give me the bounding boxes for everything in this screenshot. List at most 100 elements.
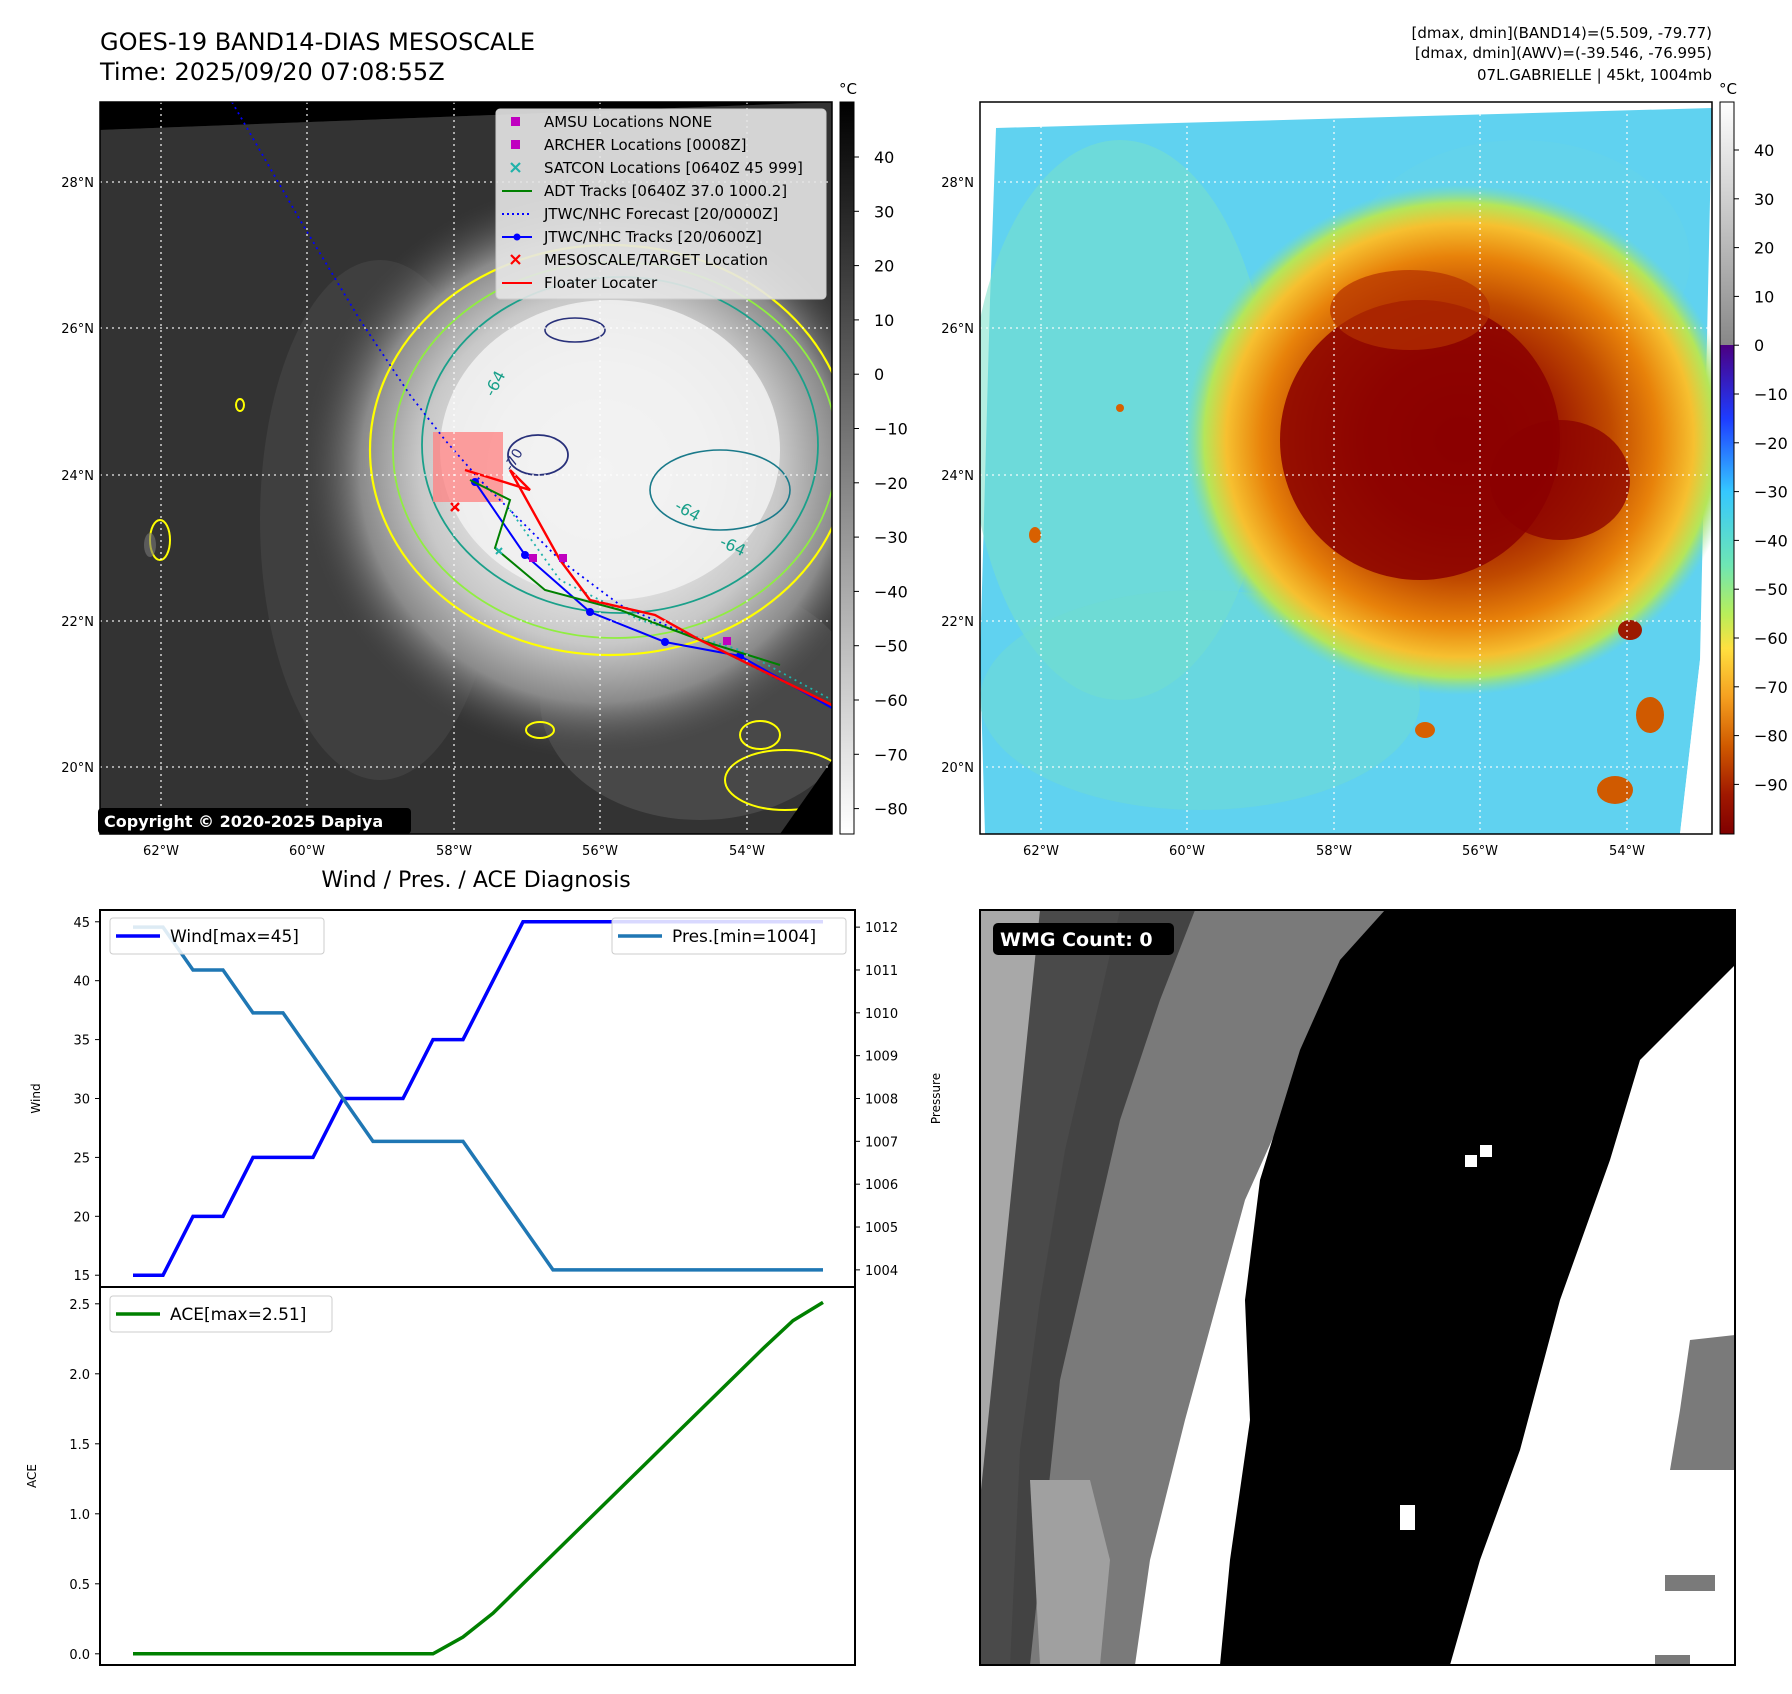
ace-ytick-label: 2.0 [69, 1368, 90, 1383]
pres-ylabel: Pressure [929, 1073, 943, 1124]
colorbar-tick-label: −50 [1754, 580, 1788, 599]
ir-colorbar-unit: °C [839, 80, 857, 98]
map-title-line1: GOES-19 BAND14-DIAS MESOSCALE [100, 28, 535, 56]
legend-label: JTWC/NHC Forecast [20/0000Z] [543, 205, 778, 223]
lat-label: 20°N [941, 761, 974, 776]
info-line-1: [dmax, dmin](BAND14)=(5.509, -79.77) [1412, 24, 1712, 42]
wmg-panel [980, 910, 1735, 1665]
colorbar-tick-label: −30 [1754, 483, 1788, 502]
legend-item: Floater Locater [502, 274, 658, 292]
legend-label: Floater Locater [544, 274, 658, 292]
lon-label: 58°W [1316, 844, 1352, 859]
wind-ytick-label: 40 [73, 975, 90, 990]
pres-ytick-label: 1012 [865, 921, 898, 936]
info-line-2: [dmax, dmin](AWV)=(-39.546, -76.995) [1415, 44, 1712, 62]
ir-axis-labels: 62°W 60°W 58°W 56°W 54°W 28°N 26°N 24°N 22°N 20°N [61, 176, 765, 859]
colorbar-tick-label: −60 [1754, 629, 1788, 648]
pres-legend-label: Pres.[min=1004] [672, 927, 816, 947]
wv-colorbar-unit: °C [1719, 80, 1737, 98]
lon-label: 56°W [582, 844, 618, 859]
lat-label: 28°N [61, 176, 94, 191]
wind-pres-frame [99, 909, 856, 1288]
wind-ytick-label: 30 [73, 1093, 90, 1108]
colorbar-tick-label: 20 [874, 257, 894, 276]
legend-item: ARCHER Locations [0008Z] [511, 136, 747, 154]
colorbar-tick-label: −10 [874, 420, 908, 439]
ace-legend-label: ACE[max=2.51] [170, 1305, 306, 1325]
lon-label: 60°W [289, 844, 325, 859]
ace-series-line [133, 1300, 824, 1656]
diag-title: Wind / Pres. / ACE Diagnosis [321, 868, 630, 893]
legend-item: JTWC/NHC Forecast [20/0000Z] [502, 205, 778, 223]
legend-marker-x [510, 162, 521, 173]
colorbar-tick-label: −60 [874, 691, 908, 710]
lon-label: 58°W [436, 844, 472, 859]
wind-ytick-label: 25 [73, 1151, 90, 1166]
colorbar-tick-label: 40 [874, 148, 894, 167]
legend-item: AMSU Locations NONE [511, 113, 712, 131]
pres-ytick-label: 1004 [865, 1264, 898, 1279]
lon-label: 62°W [143, 844, 179, 859]
pres-ytick-label: 1010 [865, 1007, 898, 1022]
colorbar-tick-label: −20 [874, 474, 908, 493]
colorbar-tick-label: −80 [874, 800, 908, 819]
map-title-line2: Time: 2025/09/20 07:08:55Z [99, 58, 445, 86]
pres-ytick-label: 1007 [865, 1135, 898, 1150]
legend-marker-dot [513, 233, 521, 241]
map-legend: AMSU Locations NONE ARCHER Locations [000… [495, 108, 827, 300]
pres-legend-box [611, 917, 847, 955]
pres-ytick-label: 1011 [865, 964, 898, 979]
lon-label: 54°W [1609, 844, 1645, 859]
legend-marker-square [511, 117, 520, 126]
lat-label: 24°N [941, 469, 974, 484]
legend-label: MESOSCALE/TARGET Location [544, 251, 768, 269]
pres-ytick-label: 1005 [865, 1221, 898, 1236]
colorbar-tick-label: −70 [874, 745, 908, 764]
info-line-3: 07L.GABRIELLE | 45kt, 1004mb [1477, 66, 1712, 84]
lat-label: 20°N [61, 761, 94, 776]
colorbar-tick-label: −50 [874, 637, 908, 656]
lat-label: 22°N [61, 615, 94, 630]
wv-colorbar: °C 40 30 20 10 0 −10 −20 −30 −40 −50 −60 −70 −80 −90 [1719, 80, 1788, 835]
wv-map [980, 102, 1712, 834]
colorbar-tick-label: 0 [1754, 336, 1764, 355]
lat-label: 24°N [61, 469, 94, 484]
ace-ytick-label: 0.5 [69, 1578, 90, 1593]
colorbar-tick-label: 30 [874, 202, 894, 221]
wind-ytick-label: 20 [73, 1210, 90, 1225]
lon-label: 62°W [1023, 844, 1059, 859]
legend-label: ADT Tracks [0640Z 37.0 1000.2] [544, 182, 787, 200]
wind-ytick-label: 45 [73, 916, 90, 931]
colorbar-tick-label: 10 [874, 311, 894, 330]
wv-axis-labels: 62°W 60°W 58°W 56°W 54°W 28°N 26°N 24°N 22°N 20°N [941, 176, 1645, 859]
wind-ylabel: Wind [29, 1083, 43, 1113]
legend-item: SATCON Locations [0640Z 45 999] [510, 159, 803, 177]
legend-marker-square [511, 140, 520, 149]
legend-label: AMSU Locations NONE [544, 113, 712, 131]
ace-ylabel: ACE [25, 1464, 39, 1488]
lon-label: 56°W [1462, 844, 1498, 859]
colorbar-tick-label: −70 [1754, 678, 1788, 697]
diagnosis-charts: 15 20 25 30 35 40 45 1004 1005 1006 1007 1008 1009 10… [25, 909, 943, 1666]
lat-label: 26°N [941, 322, 974, 337]
pres-ytick-label: 1009 [865, 1050, 898, 1065]
legend-item: JTWC/NHC Tracks [20/0600Z] [502, 228, 762, 246]
lat-label: 22°N [941, 615, 974, 630]
pres-ytick-label: 1006 [865, 1178, 898, 1193]
pres-ytick-label: 1008 [865, 1093, 898, 1108]
lon-label: 54°W [729, 844, 765, 859]
legend-item: MESOSCALE/TARGET Location [510, 251, 768, 269]
colorbar-tick-label: −10 [1754, 385, 1788, 404]
colorbar-tick-label: 0 [874, 365, 884, 384]
legend-marker-x [510, 254, 521, 265]
legend-item: ADT Tracks [0640Z 37.0 1000.2] [502, 182, 787, 200]
ace-frame [99, 1286, 856, 1666]
wind-ytick-label: 35 [73, 1034, 90, 1049]
lat-label: 26°N [61, 322, 94, 337]
ir-colorbar: °C 40 30 20 10 0 −10 −20 −30 −40 −50 −60 −70 −80 [839, 80, 908, 835]
colorbar-tick-label: 30 [1754, 190, 1774, 209]
colorbar-tick-label: 40 [1754, 141, 1774, 160]
wind-legend-box [109, 917, 325, 955]
ace-ytick-label: 2.5 [69, 1298, 90, 1313]
